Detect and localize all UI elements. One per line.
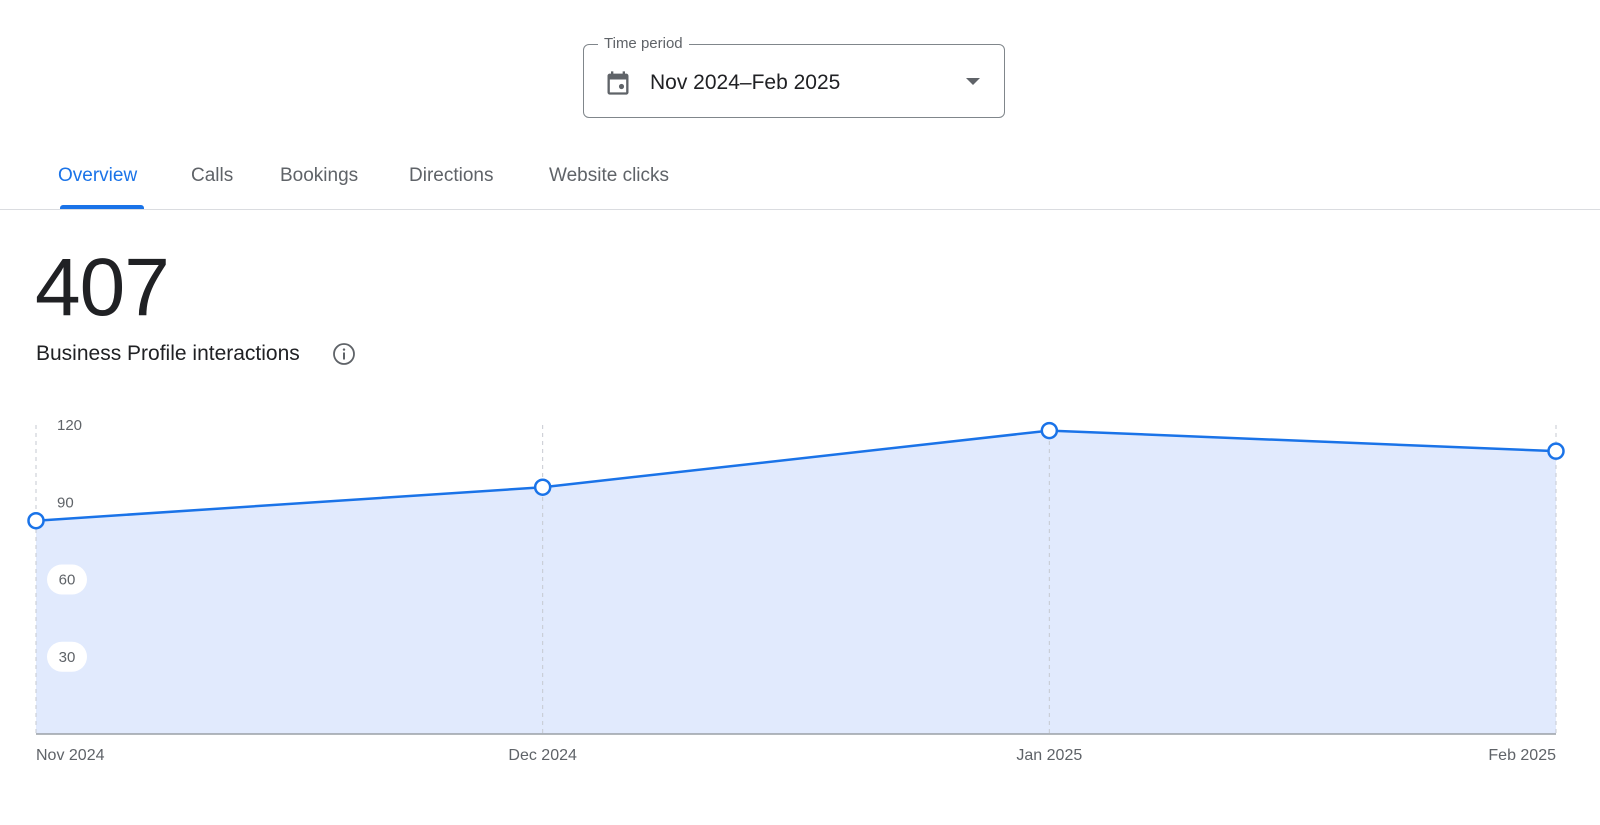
tab-overview[interactable]: Overview — [58, 165, 138, 186]
tab-website-clicks[interactable]: Website clicks — [549, 165, 670, 186]
y-tick-label-bg — [47, 564, 87, 595]
info-icon[interactable] — [332, 342, 356, 366]
interactions-chart: 120 90 60 30 Nov 2024 Dec 2024 Jan 2025 Feb 202… — [27, 417, 1565, 764]
y-tick-label: 90 — [57, 494, 74, 511]
chart-series-line — [35, 429, 1557, 522]
total-interactions-label: Business Profile interactions — [36, 342, 300, 365]
time-period-value: Nov 2024–Feb 2025 — [650, 71, 841, 94]
total-interactions-value: 407 — [35, 242, 170, 333]
x-tick-label: Feb 2025 — [1488, 747, 1556, 764]
chart-data-point — [533, 478, 552, 496]
y-tick-label-bg — [47, 641, 87, 672]
y-tick-label: 30 — [59, 649, 76, 666]
chart-area-fill — [36, 430, 1556, 734]
y-tick-label: 120 — [57, 417, 82, 434]
time-period-dropdown[interactable]: Time period Nov 2024–Feb 2025 — [583, 34, 1005, 118]
dropdown-arrow-icon[interactable] — [966, 77, 980, 87]
tab-bar: Overview Calls Bookings Directions Websi… — [0, 150, 1600, 210]
active-tab-indicator — [60, 205, 144, 209]
chart-data-point — [27, 511, 45, 530]
calendar-icon — [607, 71, 629, 95]
chart-data-point — [1040, 421, 1059, 440]
y-tick-label: 60 — [59, 572, 76, 589]
x-tick-label: Nov 2024 — [36, 747, 105, 764]
x-tick-label: Jan 2025 — [1016, 747, 1082, 764]
tab-directions[interactable]: Directions — [409, 165, 494, 186]
chart-data-point — [1547, 442, 1565, 460]
tab-bookings[interactable]: Bookings — [280, 165, 359, 186]
x-tick-label: Dec 2024 — [508, 747, 577, 764]
tab-calls[interactable]: Calls — [191, 165, 234, 186]
time-period-label: Time period — [598, 34, 689, 54]
